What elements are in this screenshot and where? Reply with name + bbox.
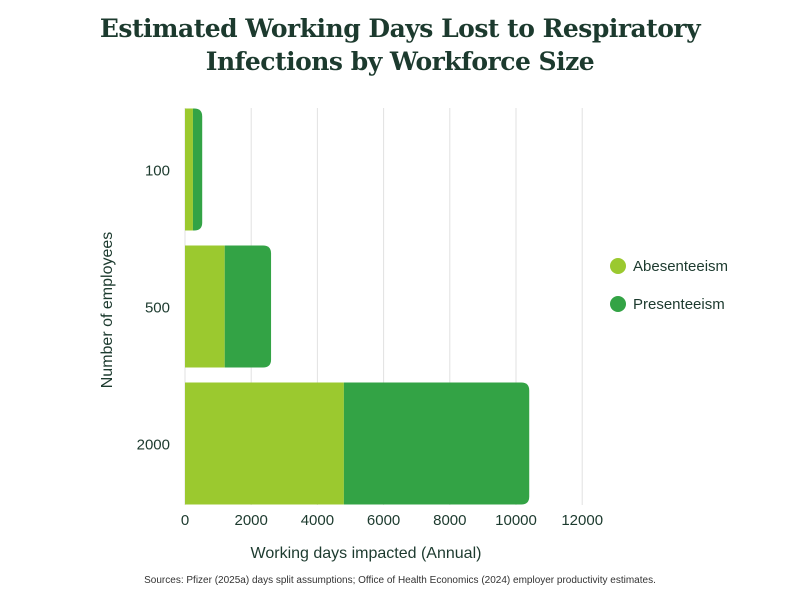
x-tick-label: 0 [181,512,189,529]
x-tick-label: 6000 [367,512,400,529]
y-tick-label: 500 [145,300,170,317]
x-axis-label: Working days impacted (Annual) [251,545,482,562]
legend-label: Abesenteeism [633,258,728,275]
y-tick-label: 2000 [137,437,170,454]
bar-segment-abesenteeism [185,245,225,368]
bar-segment-abesenteeism [185,108,193,231]
x-tick-label: 4000 [301,512,334,529]
legend-label: Presenteeism [633,296,725,313]
legend-marker [610,258,626,274]
y-tick-label: 100 [145,163,170,180]
x-tick-label: 2000 [235,512,268,529]
bar-segment-abesenteeism [185,382,344,505]
x-tick-label: 8000 [433,512,466,529]
bar-segment-presenteeism [224,245,272,368]
source-note: Sources: Pfizer (2025a) days split assum… [144,575,656,586]
y-axis-label: Number of employees [99,232,116,389]
bar-segment-presenteeism [192,108,203,231]
x-tick-label: 10000 [495,512,537,529]
legend-marker [610,296,626,312]
x-tick-label: 12000 [561,512,603,529]
bar-segment-presenteeism [343,382,530,505]
chart-title: Estimated Working Days Lost to Respirato… [99,14,701,76]
